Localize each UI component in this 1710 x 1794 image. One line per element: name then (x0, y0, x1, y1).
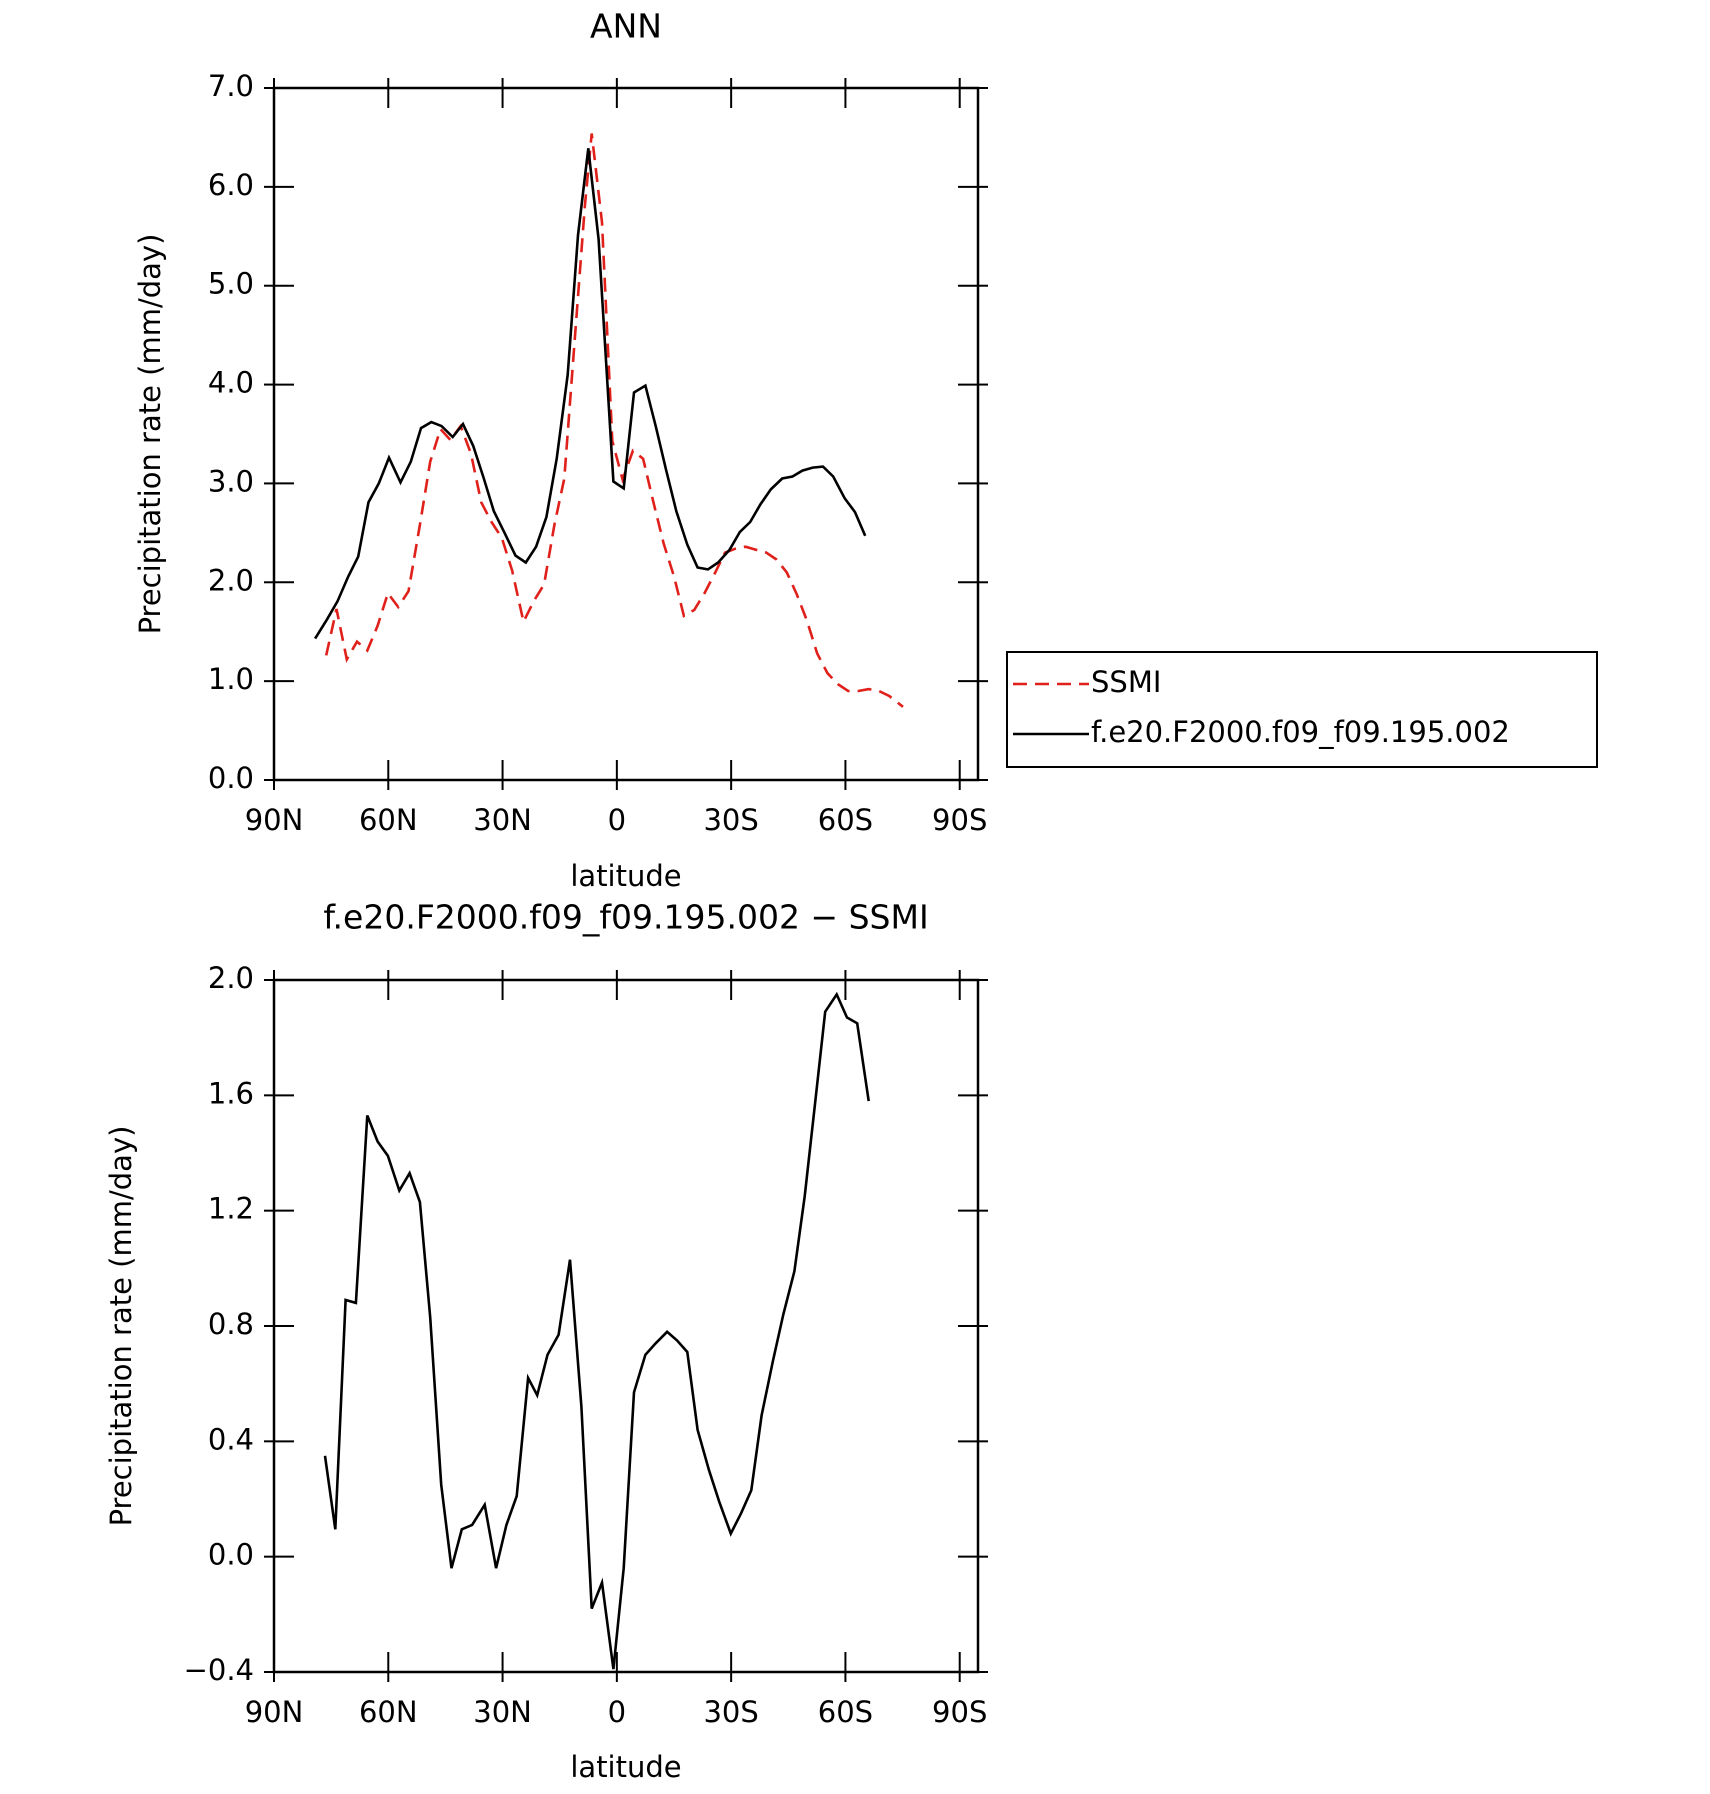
x-tick-label: 60S (818, 803, 873, 837)
y-tick-label: 0.4 (208, 1422, 254, 1456)
x-tick-label: 90S (932, 1695, 987, 1729)
y-tick-label: 7.0 (208, 69, 254, 103)
y-axis-label: Precipitation rate (mm/day) (133, 234, 167, 635)
x-tick-label: 90S (932, 803, 987, 837)
x-tick-label: 30N (473, 1695, 532, 1729)
chart-title: f.e20.F2000.f09_f09.195.002 − SSMI (323, 898, 928, 937)
y-tick-label: 6.0 (208, 168, 254, 202)
y-axis-label: Precipitation rate (mm/day) (104, 1126, 138, 1527)
x-axis-label: latitude (570, 1750, 681, 1784)
x-tick-label: 60N (359, 803, 418, 837)
x-tick-label: 0 (608, 1695, 626, 1729)
x-tick-label: 0 (608, 803, 626, 837)
y-tick-label: 4.0 (208, 366, 254, 400)
y-tick-label: 1.2 (208, 1192, 254, 1226)
chart-title: ANN (590, 7, 662, 46)
data-line (323, 991, 870, 1670)
plot-frame (272, 978, 980, 1674)
x-tick-label: 90N (245, 1695, 304, 1729)
y-tick-label: 0.8 (208, 1307, 254, 1341)
y-tick-label: 0.0 (208, 761, 254, 795)
x-tick-label: 30N (473, 803, 532, 837)
y-tick-label: 0.0 (208, 1538, 254, 1572)
x-tick-label: 60N (359, 1695, 418, 1729)
plot-frame (272, 86, 980, 782)
legend-label: SSMI (1091, 665, 1161, 699)
data-line (313, 148, 867, 640)
y-tick-label: 3.0 (208, 464, 254, 498)
y-tick-label: 1.6 (208, 1076, 254, 1110)
y-tick-label: −0.4 (184, 1653, 254, 1687)
x-tick-label: 60S (818, 1695, 873, 1729)
x-tick-label: 90N (245, 803, 304, 837)
legend-box (1006, 651, 1598, 768)
x-tick-label: 30S (703, 803, 758, 837)
y-tick-label: 1.0 (208, 662, 254, 696)
x-tick-label: 30S (703, 1695, 758, 1729)
data-line (324, 133, 904, 708)
legend-label: f.e20.F2000.f09_f09.195.002 (1091, 715, 1510, 749)
y-tick-label: 2.0 (208, 563, 254, 597)
x-axis-label: latitude (570, 859, 681, 893)
y-tick-label: 5.0 (208, 267, 254, 301)
y-tick-label: 2.0 (208, 961, 254, 995)
